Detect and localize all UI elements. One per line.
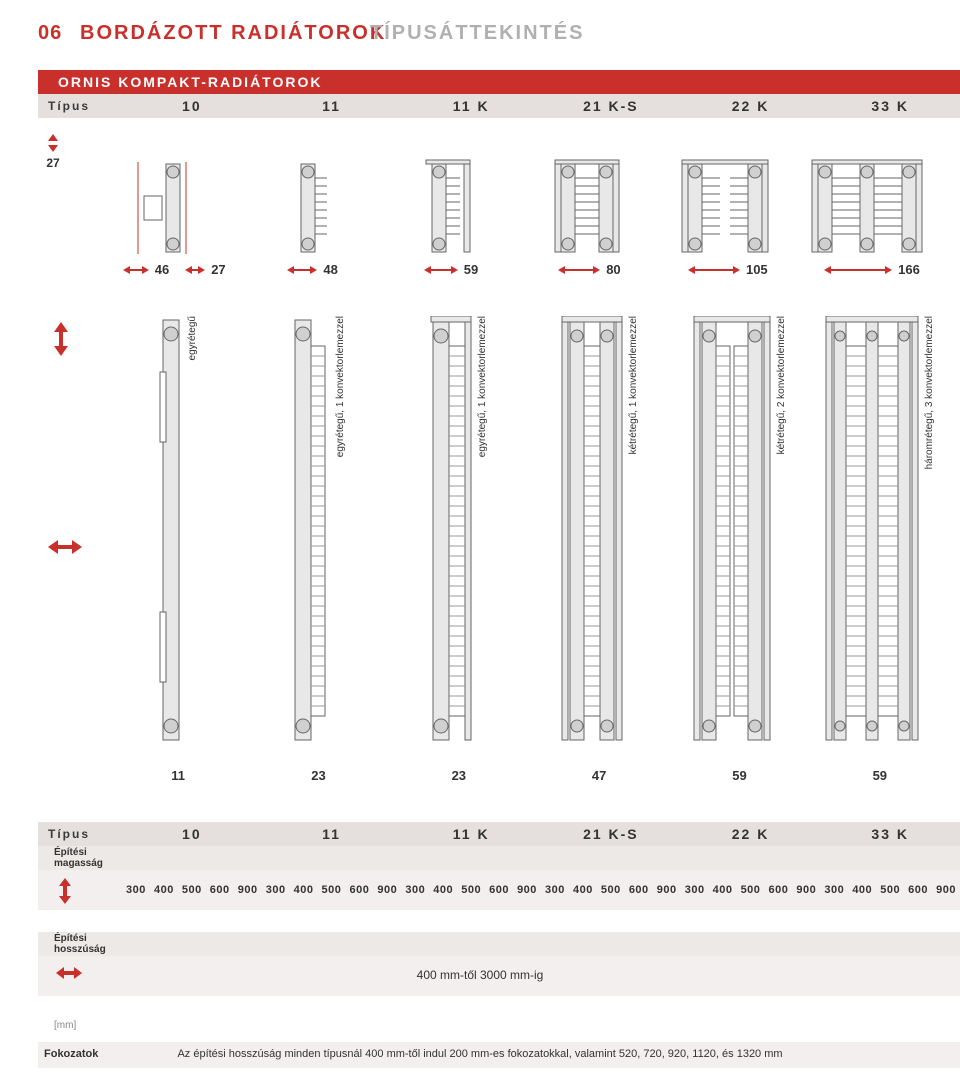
fokozatok-text: Az építési hosszúság minden típusnál 400… (0, 1048, 960, 1060)
type-cell: 11 K (401, 826, 541, 842)
side-unit-33k: háromrétegű, 3 konvektorlemezzel (810, 316, 950, 746)
type-cell: 33 K (820, 826, 960, 842)
side-unit-22k: kétrétegű, 2 konvektorlemezzel (669, 316, 809, 746)
cross-unit-22k: 105 (662, 158, 800, 277)
cross-unit-11: 48 (246, 158, 384, 277)
side-label: egyrétegű, 1 konvektorlemezzel (335, 316, 346, 457)
type-label: Típus (38, 99, 122, 113)
dim-num: 46 (155, 262, 169, 277)
cross-unit-11k: 59 (385, 158, 523, 277)
side-label: egyrétegű (187, 316, 198, 360)
title-grey: TÍPUSÁTTEKINTÉS (370, 22, 584, 45)
side-svg-22k (692, 316, 772, 746)
dim-num: 166 (898, 262, 920, 277)
heights-cell: 300 400 500 600 900 (541, 884, 681, 896)
heights-cell: 300 400 500 600 900 (820, 884, 960, 896)
type-cell: 21 K-S (541, 826, 681, 842)
type-cell: 11 K (401, 98, 541, 114)
side-unit-21ks: kétrétegű, 1 konvektorlemezzel (529, 316, 669, 746)
bottom-width: 23 (389, 768, 529, 783)
cross-svg-10 (132, 158, 222, 258)
height-label-row: Építési magasság (38, 846, 960, 870)
bottom-width: 23 (248, 768, 388, 783)
heights-row: 300 400 500 600 900 300 400 500 600 900 … (38, 870, 960, 910)
type-cell: 33 K (820, 98, 960, 114)
cross-svg-22k (666, 158, 796, 258)
updown-arrow-icon (42, 134, 64, 152)
heights-cell: 300 400 500 600 900 (681, 884, 821, 896)
height-arrow-icon (56, 878, 74, 909)
length-label-row: Építési hosszúság (38, 932, 960, 956)
cross-unit-10: 46 27 (108, 158, 246, 277)
side-svg-11 (291, 316, 331, 746)
side-label: egyrétegű, 1 konvektorlemezzel (477, 316, 488, 457)
header-band: ORNIS KOMPAKT-RADIÁTOROK (38, 70, 960, 94)
bottom-width: 59 (810, 768, 950, 783)
bottom-width: 59 (669, 768, 809, 783)
side-unit-11k: egyrétegű, 1 konvektorlemezzel (389, 316, 529, 746)
bottom-width-row: 11 23 23 47 59 59 (38, 768, 950, 783)
cross-svg-21ks (537, 158, 647, 258)
cross-svg-11 (271, 158, 361, 258)
cross-unit-21ks: 80 (523, 158, 661, 277)
type-cell: 22 K (681, 826, 821, 842)
title-red: BORDÁZOTT RADIÁTOROK (80, 22, 386, 45)
dim-num: 27 (211, 262, 225, 277)
type-row-top: Típus 10 11 11 K 21 K-S 22 K 33 K (38, 94, 960, 118)
type-cell: 10 (122, 826, 262, 842)
type-cell: 11 (262, 98, 402, 114)
side-svg-10 (159, 316, 183, 746)
height-label: Építési magasság (38, 847, 122, 869)
side-label: kétrétegű, 2 konvektorlemezzel (776, 316, 787, 454)
cross-svg-33k (800, 158, 950, 258)
bottom-width: 11 (108, 768, 248, 783)
cross-unit-33k: 166 (800, 158, 950, 277)
mm-label: [mm] (54, 1020, 76, 1031)
side-label: háromrétegű, 3 konvektorlemezzel (924, 316, 935, 469)
type-cell: 21 K-S (541, 98, 681, 114)
dim-num: 59 (464, 262, 478, 277)
side-view-row: egyrétegű egyrétegű, 1 konvektorlemezzel (38, 316, 950, 746)
type-label: Típus (38, 827, 122, 841)
type-cell: 22 K (681, 98, 821, 114)
type-cell: 10 (122, 98, 262, 114)
type-cell: 11 (262, 826, 402, 842)
length-label: Építési hosszúság (38, 933, 122, 955)
side-svg-11k (429, 316, 473, 746)
length-text: 400 mm-től 3000 mm-ig (0, 968, 960, 982)
heights-cell: 300 400 500 600 900 (122, 884, 262, 896)
dim-num: 80 (606, 262, 620, 277)
type-row-bottom: Típus 10 11 11 K 21 K-S 22 K 33 K (38, 822, 960, 846)
page-number: 06 (38, 22, 62, 45)
side-unit-11: egyrétegű, 1 konvektorlemezzel (248, 316, 388, 746)
cross-section-row: 46 27 48 (38, 158, 950, 277)
header-text: ORNIS KOMPAKT-RADIÁTOROK (58, 74, 322, 90)
dim-num: 48 (323, 262, 337, 277)
side-svg-21ks (560, 316, 624, 746)
side-label: kétrétegű, 1 konvektorlemezzel (628, 316, 639, 454)
heights-cell: 300 400 500 600 900 (401, 884, 541, 896)
bottom-width: 47 (529, 768, 669, 783)
side-svg-33k (824, 316, 920, 746)
cross-svg-11k (404, 158, 504, 258)
side-unit-10: egyrétegű (108, 316, 248, 746)
dim-num: 105 (746, 262, 768, 277)
heights-cell: 300 400 500 600 900 (262, 884, 402, 896)
